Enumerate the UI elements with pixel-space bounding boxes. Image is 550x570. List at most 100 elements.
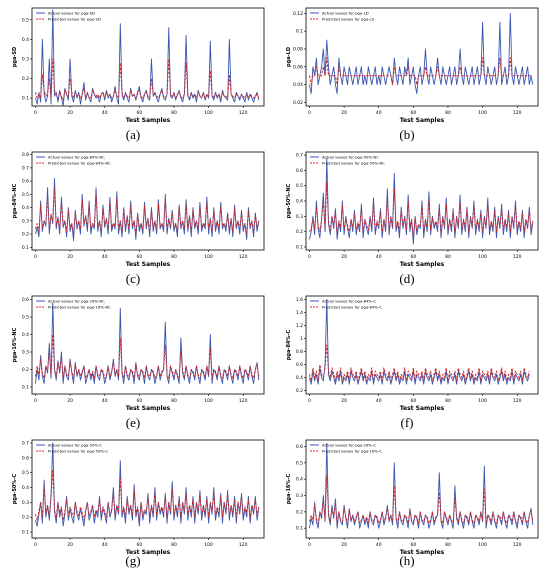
- chart-panel-d: 0 20 40 60 80 100 120 0.1 0.2 0.3 0.4 0.5 0.6 0.7 Test…: [286, 151, 539, 268]
- x-tick-label-g-5: 100: [204, 542, 213, 548]
- y-tick-label-d-4: 0.5: [296, 183, 303, 189]
- y-tick-label-h-3: 0.4: [296, 477, 303, 483]
- y-axis-label-h: pga-16%-C: [286, 474, 292, 505]
- y-tick-label-a-2: 0.3: [22, 56, 29, 62]
- y-tick-label-d-6: 0.7: [296, 153, 303, 159]
- legend-label-d-0: Actual values for pga-50%-NC: [322, 154, 379, 159]
- y-tick-label-f-3: 0.8: [296, 349, 303, 355]
- y-tick-label-h-4: 0.5: [296, 460, 303, 466]
- actual-series-line-f: [309, 298, 530, 385]
- y-tick-label-a-0: 0.1: [22, 96, 29, 102]
- y-tick-label-b-2: 0.06: [293, 64, 303, 70]
- y-tick-label-f-5: 1.2: [296, 323, 303, 329]
- x-tick-label-a-3: 60: [136, 110, 142, 116]
- y-tick-label-a-3: 0.4: [22, 37, 29, 43]
- legend-label-d-1: Predicted values for pga-50%-NC: [322, 160, 385, 165]
- plot-frame-c: [31, 151, 265, 251]
- x-tick-label-d-1: 20: [341, 254, 347, 260]
- x-tick-label-h-0: 0: [308, 542, 311, 548]
- y-axis-label-d: pga-50%-NC: [286, 183, 292, 218]
- y-tick-label-c-3: 0.4: [22, 205, 29, 211]
- x-tick-label-a-4: 80: [171, 110, 177, 116]
- x-tick-label-b-4: 80: [445, 110, 451, 116]
- legend-label-b-0: Actual values for pga-LD: [322, 10, 369, 15]
- y-tick-label-e-5: 0.6: [22, 297, 29, 303]
- y-tick-label-h-0: 0.1: [296, 526, 303, 532]
- x-tick-label-g-0: 0: [34, 542, 37, 548]
- y-tick-label-f-4: 1: [300, 336, 303, 342]
- predicted-series-line-g: [34, 469, 260, 521]
- legend-label-e-1: Predicted values for pga-16%-NC: [48, 304, 111, 309]
- y-tick-label-e-3: 0.4: [22, 332, 29, 338]
- x-tick-label-h-1: 20: [341, 542, 347, 548]
- panel-letter-h: (h): [399, 553, 415, 568]
- x-tick-label-g-2: 40: [102, 542, 108, 548]
- actual-series-line-a: [35, 9, 260, 107]
- x-tick-label-c-3: 60: [136, 254, 142, 260]
- predicted-series-line-f: [308, 344, 530, 382]
- legend-label-g-1: Predicted values for pga-50%-C: [48, 448, 108, 453]
- legend-label-a-1: Predicted values for pga-SD: [48, 16, 101, 21]
- panel-letter-d: (d): [399, 271, 415, 286]
- x-tick-label-a-5: 100: [204, 110, 213, 116]
- y-tick-label-b-1: 0.04: [293, 82, 303, 88]
- chart-panel-a: 0 20 40 60 80 100 120 0.1 0.2 0.3 0.4 0.5 Test Sampl…: [12, 7, 265, 124]
- x-tick-label-f-1: 20: [341, 398, 347, 404]
- x-tick-label-c-6: 120: [239, 254, 248, 260]
- y-tick-label-g-2: 0.3: [22, 500, 29, 506]
- panel-letter-e: (e): [125, 415, 141, 430]
- x-tick-label-b-2: 40: [376, 110, 382, 116]
- x-tick-label-e-1: 20: [67, 398, 73, 404]
- x-tick-label-c-2: 40: [102, 254, 108, 260]
- y-axis-label-a: pga-SD: [12, 47, 18, 67]
- x-tick-label-h-6: 120: [513, 542, 522, 548]
- y-tick-label-e-4: 0.5: [22, 315, 29, 321]
- y-axis-label-b: pga-LD: [286, 47, 292, 67]
- x-axis-label-e: Test Samples: [126, 405, 171, 412]
- y-tick-label-d-5: 0.6: [296, 168, 303, 174]
- legend-label-a-0: Actual values for pga-SD: [48, 10, 95, 15]
- y-axis-label-g: pga-50%-C: [12, 474, 18, 505]
- x-tick-label-a-2: 40: [102, 110, 108, 116]
- x-tick-label-c-0: 0: [34, 254, 37, 260]
- legend-label-e-0: Actual values for pga-16%-NC: [48, 298, 105, 303]
- y-tick-label-c-0: 0.1: [22, 245, 29, 251]
- legend-label-f-1: Predicted values for pga-84%-C: [322, 304, 382, 309]
- x-tick-label-f-2: 40: [376, 398, 382, 404]
- x-tick-label-b-5: 100: [478, 110, 487, 116]
- plot-frame-b: [305, 7, 539, 107]
- x-tick-label-b-0: 0: [308, 110, 311, 116]
- panel-letter-a: (a): [125, 127, 141, 142]
- x-tick-label-d-0: 0: [308, 254, 311, 260]
- y-tick-label-f-6: 1.4: [296, 310, 303, 316]
- x-axis-label-a: Test Samples: [126, 117, 171, 124]
- x-tick-label-g-6: 120: [239, 542, 248, 548]
- x-tick-label-e-2: 40: [102, 398, 108, 404]
- y-tick-label-g-6: 0.7: [22, 440, 29, 446]
- x-tick-label-e-0: 0: [34, 398, 37, 404]
- x-axis-label-c: Test Samples: [126, 261, 171, 268]
- y-tick-label-e-2: 0.3: [22, 350, 29, 356]
- y-tick-label-c-1: 0.2: [22, 232, 29, 238]
- chart-panel-h: 0 20 40 60 80 100 120 0.1 0.2 0.3 0.4 0.5 0.6 Test Sa…: [286, 439, 539, 556]
- x-tick-label-h-2: 40: [376, 542, 382, 548]
- y-tick-label-c-5: 0.6: [22, 179, 29, 185]
- plot-frame-h: [305, 439, 539, 539]
- x-axis-label-g: Test Samples: [126, 549, 171, 556]
- x-tick-label-c-5: 100: [204, 254, 213, 260]
- x-tick-label-f-6: 120: [513, 398, 522, 404]
- y-tick-label-f-7: 1.6: [296, 297, 303, 303]
- x-tick-label-f-5: 100: [478, 398, 487, 404]
- y-tick-label-f-2: 0.6: [296, 362, 303, 368]
- y-tick-label-g-3: 0.4: [22, 485, 29, 491]
- y-tick-label-a-1: 0.2: [22, 76, 29, 82]
- legend-label-c-0: Actual values for pga-84%-NC: [48, 154, 105, 159]
- chart-panel-f: 0 20 40 60 80 100 120 0.2 0.4 0.6 0.8 1 1.2 1.4 1.6 Tes…: [286, 295, 539, 412]
- x-tick-label-b-1: 20: [341, 110, 347, 116]
- legend-label-h-0: Actual values for pga-16%-C: [322, 442, 376, 447]
- x-tick-label-g-4: 80: [171, 542, 177, 548]
- y-tick-label-a-4: 0.5: [22, 17, 29, 23]
- legend-label-b-1: Predicted values for pga-LS: [322, 16, 375, 21]
- x-tick-label-e-5: 100: [204, 398, 213, 404]
- y-tick-label-g-0: 0.1: [22, 530, 29, 536]
